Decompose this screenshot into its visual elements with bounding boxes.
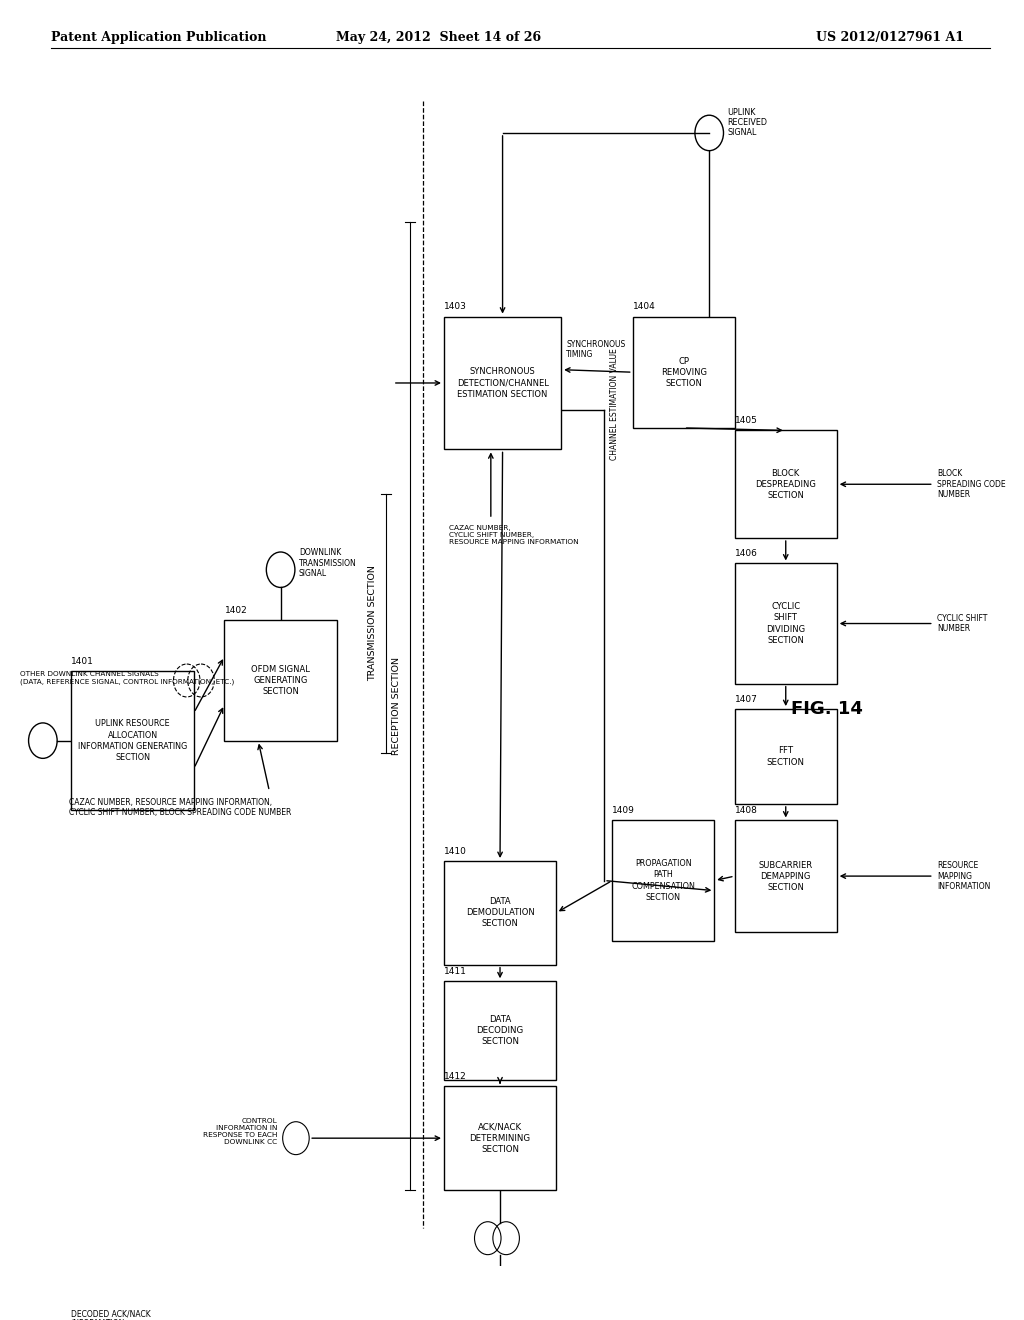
Text: CP
REMOVING
SECTION: CP REMOVING SECTION bbox=[660, 356, 707, 388]
Text: SYNCHRONOUS
TIMING: SYNCHRONOUS TIMING bbox=[566, 339, 626, 359]
Bar bbox=[633, 317, 735, 428]
Text: 1401: 1401 bbox=[72, 657, 94, 665]
Text: CYCLIC
SHIFT
DIVIDING
SECTION: CYCLIC SHIFT DIVIDING SECTION bbox=[766, 602, 805, 644]
Text: DOWNLINK
TRANSMISSION
SIGNAL: DOWNLINK TRANSMISSION SIGNAL bbox=[299, 549, 356, 578]
Text: DATA
DECODING
SECTION: DATA DECODING SECTION bbox=[476, 1015, 523, 1047]
Text: CYCLIC SHIFT
NUMBER: CYCLIC SHIFT NUMBER bbox=[937, 614, 987, 634]
Bar bbox=[443, 1086, 556, 1191]
Bar bbox=[735, 430, 837, 539]
Text: US 2012/0127961 A1: US 2012/0127961 A1 bbox=[816, 32, 965, 45]
Text: DATA
DEMODULATION
SECTION: DATA DEMODULATION SECTION bbox=[466, 898, 535, 928]
Bar bbox=[72, 671, 194, 810]
Text: BLOCK
SPREADING CODE
NUMBER: BLOCK SPREADING CODE NUMBER bbox=[937, 470, 1006, 499]
Bar bbox=[443, 861, 556, 965]
Text: FFT
SECTION: FFT SECTION bbox=[767, 746, 805, 767]
Bar bbox=[224, 620, 337, 741]
Text: RESOURCE
MAPPING
INFORMATION: RESOURCE MAPPING INFORMATION bbox=[937, 861, 990, 891]
Text: SUBCARRIER
DEMAPPING
SECTION: SUBCARRIER DEMAPPING SECTION bbox=[759, 861, 813, 892]
Text: CHANNEL ESTIMATION VALUE: CHANNEL ESTIMATION VALUE bbox=[610, 348, 620, 461]
Text: May 24, 2012  Sheet 14 of 26: May 24, 2012 Sheet 14 of 26 bbox=[336, 32, 542, 45]
Text: OTHER DOWNLINK CHANNEL SIGNALS
(DATA, REFERENCE SIGNAL, CONTROL INFORMATION, ETC: OTHER DOWNLINK CHANNEL SIGNALS (DATA, RE… bbox=[20, 671, 234, 685]
Text: BLOCK
DESPREADING
SECTION: BLOCK DESPREADING SECTION bbox=[756, 469, 816, 500]
Bar bbox=[735, 821, 837, 932]
Text: FIG. 14: FIG. 14 bbox=[791, 700, 862, 718]
Bar bbox=[612, 821, 715, 941]
Bar bbox=[735, 564, 837, 684]
Text: DECODED ACK/NACK
INFORMATION: DECODED ACK/NACK INFORMATION bbox=[72, 1309, 152, 1320]
Text: Patent Application Publication: Patent Application Publication bbox=[51, 32, 266, 45]
Text: 1405: 1405 bbox=[735, 416, 758, 425]
Bar bbox=[443, 981, 556, 1080]
Text: 1411: 1411 bbox=[443, 968, 467, 975]
Text: TRANSMISSION SECTION: TRANSMISSION SECTION bbox=[368, 565, 377, 681]
Text: RECEPTION SECTION: RECEPTION SECTION bbox=[392, 657, 401, 755]
Bar bbox=[735, 709, 837, 804]
Text: UPLINK RESOURCE
ALLOCATION
INFORMATION GENERATING
SECTION: UPLINK RESOURCE ALLOCATION INFORMATION G… bbox=[78, 719, 187, 762]
Text: OFDM SIGNAL
GENERATING
SECTION: OFDM SIGNAL GENERATING SECTION bbox=[251, 665, 310, 696]
Text: 1403: 1403 bbox=[443, 302, 467, 312]
Text: ACK/NACK
DETERMINING
SECTION: ACK/NACK DETERMINING SECTION bbox=[469, 1122, 530, 1154]
Text: 1404: 1404 bbox=[633, 302, 655, 312]
Text: 1412: 1412 bbox=[443, 1072, 467, 1081]
Text: CONTROL
INFORMATION IN
RESPONSE TO EACH
DOWNLINK CC: CONTROL INFORMATION IN RESPONSE TO EACH … bbox=[203, 1118, 278, 1146]
Text: 1408: 1408 bbox=[735, 807, 758, 816]
Text: PROPAGATION
PATH
COMPENSATION
SECTION: PROPAGATION PATH COMPENSATION SECTION bbox=[632, 859, 695, 902]
Text: SYNCHRONOUS
DETECTION/CHANNEL
ESTIMATION SECTION: SYNCHRONOUS DETECTION/CHANNEL ESTIMATION… bbox=[457, 367, 549, 399]
Bar bbox=[443, 317, 561, 449]
Text: 1410: 1410 bbox=[443, 847, 467, 855]
Text: 1407: 1407 bbox=[735, 694, 758, 704]
Text: 1406: 1406 bbox=[735, 549, 758, 558]
Text: CAZAC NUMBER, RESOURCE MAPPING INFORMATION,
CYCLIC SHIFT NUMBER, BLOCK SPREADING: CAZAC NUMBER, RESOURCE MAPPING INFORMATI… bbox=[70, 797, 292, 817]
Text: UPLINK
RECEIVED
SIGNAL: UPLINK RECEIVED SIGNAL bbox=[728, 108, 768, 137]
Text: 1402: 1402 bbox=[224, 606, 247, 615]
Text: CAZAC NUMBER,
CYCLIC SHIFT NUMBER,
RESOURCE MAPPING INFORMATION: CAZAC NUMBER, CYCLIC SHIFT NUMBER, RESOU… bbox=[449, 525, 579, 545]
Text: 1409: 1409 bbox=[612, 807, 635, 816]
